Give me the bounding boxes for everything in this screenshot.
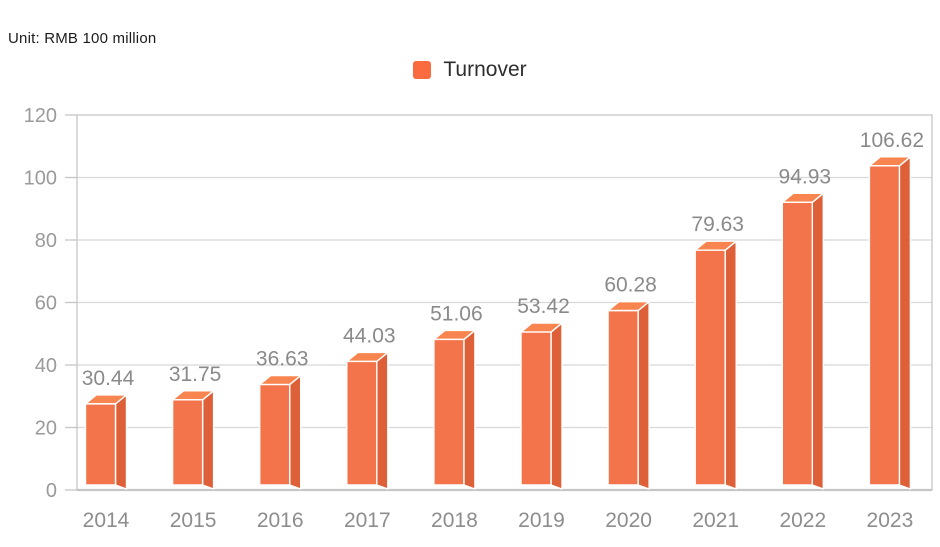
y-tick-label: 80	[35, 230, 57, 252]
bar-side-face	[724, 240, 737, 490]
bar-value-label: 36.63	[256, 348, 309, 371]
x-tick-label: 2017	[344, 509, 391, 532]
bar-value-label: 30.44	[82, 367, 135, 390]
unit-label: Unit: RMB 100 million	[8, 30, 157, 47]
x-tick-label: 2022	[779, 509, 826, 532]
bar-side-face	[376, 351, 389, 490]
bar-front-face	[868, 165, 901, 486]
bar-front-face	[84, 403, 117, 486]
y-tick-label: 60	[35, 293, 57, 315]
y-tick-label: 120	[24, 105, 57, 127]
x-tick-label: 2015	[170, 509, 217, 532]
x-tick-label: 2021	[692, 509, 739, 532]
bar-value-label: 60.28	[604, 274, 657, 297]
bar-side-face	[201, 390, 215, 490]
bar-front-face	[259, 383, 291, 486]
bar-side-face	[550, 322, 563, 490]
y-tick-label: 40	[35, 355, 57, 377]
bar-side-face	[637, 300, 650, 490]
y-tick-label: 100	[24, 168, 57, 190]
bar-value-label: 106.62	[860, 129, 924, 152]
legend-swatch-icon	[413, 61, 432, 79]
bar[interactable]	[694, 240, 737, 490]
x-tick-label: 2019	[518, 509, 565, 532]
bar-value-label: 51.06	[430, 302, 483, 325]
x-tick-label: 2023	[867, 509, 914, 532]
x-tick-label: 2014	[83, 509, 130, 532]
legend-label: Turnover	[443, 58, 527, 81]
bar-value-label: 53.42	[517, 295, 570, 318]
x-tick-label: 2020	[605, 509, 652, 532]
bar-front-face	[520, 331, 552, 486]
bar[interactable]	[868, 156, 912, 490]
bar-front-face	[346, 360, 378, 486]
bar-side-face	[289, 374, 302, 490]
bar-value-label: 94.93	[779, 165, 832, 188]
bar[interactable]	[607, 300, 650, 490]
bar[interactable]	[346, 351, 389, 490]
bar-value-label: 79.63	[691, 213, 744, 236]
bar-front-face	[694, 249, 726, 486]
x-tick-label: 2018	[431, 509, 478, 532]
y-tick-label: 20	[35, 418, 57, 440]
bar-front-face	[171, 399, 204, 486]
bar-value-label: 44.03	[343, 324, 396, 347]
bar-side-face	[463, 329, 476, 490]
bar-front-face	[433, 338, 465, 486]
bar-front-face	[781, 201, 813, 486]
bar-side-face	[114, 394, 128, 490]
bar-side-face	[898, 156, 912, 490]
bar[interactable]	[84, 394, 128, 490]
bar[interactable]	[433, 329, 476, 490]
bar[interactable]	[171, 390, 215, 490]
legend[interactable]: Turnover	[0, 58, 940, 82]
bar[interactable]	[781, 192, 824, 490]
bar-side-face	[811, 192, 824, 490]
y-tick-label: 0	[46, 480, 57, 502]
bar[interactable]	[259, 374, 302, 490]
bar[interactable]	[520, 322, 563, 490]
bar-value-label: 31.75	[169, 363, 222, 386]
bar-front-face	[607, 309, 639, 486]
x-tick-label: 2016	[257, 509, 304, 532]
